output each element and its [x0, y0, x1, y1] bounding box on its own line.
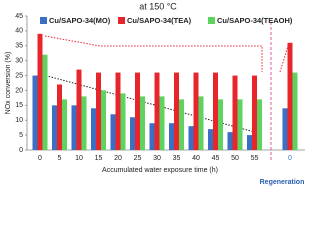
bar	[57, 84, 62, 150]
y-tick-label: 25	[15, 72, 23, 79]
bar	[32, 75, 38, 150]
legend-label: Cu/SAPO-34(TEA)	[127, 16, 192, 25]
bar	[76, 69, 82, 150]
bar	[287, 42, 293, 150]
bar	[188, 126, 194, 150]
x-tick-label: 50	[231, 155, 239, 162]
bar	[81, 96, 87, 150]
trend-arrow	[279, 45, 289, 73]
trend-arrow	[39, 73, 263, 135]
y-tick-label: 35	[15, 43, 23, 50]
y-tick-label: 20	[15, 87, 23, 94]
legend-swatch	[208, 17, 215, 24]
bar	[213, 72, 218, 150]
bar	[96, 72, 101, 150]
x-tick-label: 20	[114, 155, 122, 162]
x-tick-label: 30	[153, 155, 161, 162]
x-tick-label: 25	[134, 155, 142, 162]
x-tick-label: 0	[38, 155, 42, 162]
trend-arrow	[44, 35, 263, 72]
bar	[110, 114, 116, 150]
bar	[282, 108, 288, 150]
annotation: Regeneration	[260, 179, 305, 186]
bar	[42, 54, 48, 150]
bar	[120, 93, 126, 150]
x-tick-label: 55	[251, 155, 259, 162]
x-tick-label: 35	[173, 155, 181, 162]
x-tick-label: 45	[212, 155, 220, 162]
x-tick-label: 40	[192, 155, 200, 162]
bar	[179, 99, 184, 150]
bar	[159, 96, 165, 150]
bar	[227, 132, 233, 150]
bar	[169, 123, 174, 150]
y-tick-label: 40	[15, 28, 23, 35]
bar	[154, 72, 160, 150]
bar	[71, 105, 77, 150]
x-axis-title: Accumulated water exposure time (h)	[102, 167, 218, 174]
bar	[135, 72, 140, 150]
legend-label: Cu/SAPO-34(TEAOH)	[217, 16, 293, 25]
bar	[193, 72, 199, 150]
y-tick-label: 5	[19, 132, 23, 139]
bar	[37, 33, 43, 150]
y-tick-label: 0	[19, 147, 23, 154]
legend-swatch	[118, 17, 125, 24]
bar	[257, 99, 262, 150]
x-tick-label: 15	[95, 155, 103, 162]
bar	[140, 96, 145, 150]
bar	[101, 90, 106, 150]
bar	[198, 96, 204, 150]
bar	[208, 129, 213, 150]
bar	[247, 135, 252, 150]
bar	[115, 72, 121, 150]
bar	[232, 75, 238, 150]
bar	[149, 123, 155, 150]
y-tick-label: 45	[15, 13, 23, 20]
bar	[292, 72, 298, 150]
y-axis-title: NOx conversion (%)	[5, 52, 12, 115]
y-tick-label: 10	[15, 117, 23, 124]
x-tick-label: 5	[58, 155, 62, 162]
y-tick-label: 15	[15, 102, 23, 109]
bar	[130, 117, 135, 150]
bar	[218, 99, 223, 150]
legend-swatch	[40, 17, 47, 24]
chart: at 150 °C Accumulated water exposure tim…	[5, 1, 305, 186]
chart-title: at 150 °C	[139, 1, 177, 11]
y-tick-label: 30	[15, 58, 23, 65]
x-tick-label: 10	[75, 155, 83, 162]
bar	[91, 108, 96, 150]
bar	[174, 72, 179, 150]
bar	[62, 99, 67, 150]
bar	[237, 99, 243, 150]
bar	[252, 75, 257, 150]
bar	[52, 105, 57, 150]
legend-label: Cu/SAPO-34(MO)	[49, 16, 111, 25]
x-tick-label: 0	[288, 155, 292, 162]
